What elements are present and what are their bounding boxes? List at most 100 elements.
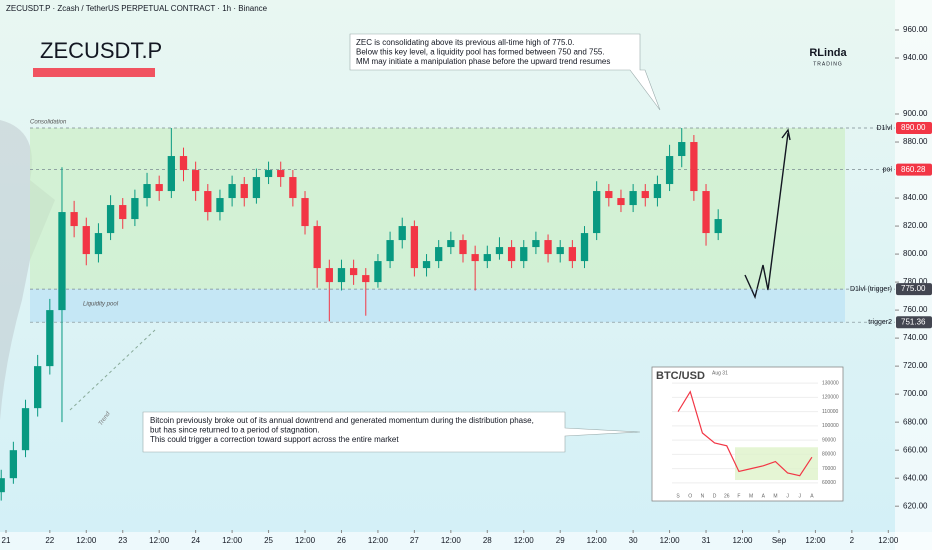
candle-body: [313, 226, 321, 269]
inset-x-label: M: [773, 493, 777, 499]
candle-body: [507, 247, 516, 262]
level-name: D1lvl: [876, 125, 892, 132]
title-badge: [33, 68, 155, 77]
x-tick-label: 12:00: [878, 536, 899, 545]
liquidity-zone: [30, 289, 845, 323]
candle-body: [374, 261, 382, 283]
inset-y-label: 120000: [822, 395, 839, 401]
candle-body: [301, 198, 309, 227]
price-tag: [896, 122, 932, 135]
price-tag-label: 751.36: [901, 317, 926, 326]
x-tick-label: 12:00: [660, 536, 681, 545]
x-tick-label: 12:00: [295, 536, 316, 545]
inset-y-label: 130000: [822, 380, 839, 386]
inset-x-label: D: [713, 493, 717, 499]
x-tick-label: 26: [337, 536, 346, 545]
inset-x-label: J: [786, 493, 789, 499]
x-tick-label: 12:00: [441, 536, 462, 545]
x-tick-label: 12:00: [222, 536, 243, 545]
inset-frame: [651, 366, 844, 502]
callout-box: [142, 411, 641, 453]
callout-box: [349, 33, 661, 111]
x-tick-label: 22: [45, 536, 54, 545]
consolidation-zone: [30, 128, 845, 290]
header: ZECUSDT.P · Zcash / TetherUS PERPETUAL C…: [6, 4, 268, 13]
candle-body: [435, 247, 443, 262]
x-tick-label: 28: [483, 536, 492, 545]
y-tick-label: 900.00: [903, 109, 928, 118]
candle-body: [544, 240, 552, 255]
x-tick-label: 25: [264, 536, 273, 545]
x-tick-label: 23: [118, 536, 127, 545]
price-tag: [896, 316, 932, 329]
inset-y-label: 90000: [822, 437, 836, 443]
candle-body: [617, 198, 625, 206]
level-name: D1lvl (trigger): [850, 286, 892, 293]
price-tag-label: 775.00: [901, 284, 926, 293]
inset-title: BTC/USD: [656, 370, 705, 382]
x-tick-label: 12:00: [805, 536, 826, 545]
y-tick-label: 880.00: [903, 137, 928, 146]
x-tick-label: 12:00: [368, 536, 389, 545]
inset-x-label: A: [810, 493, 814, 499]
candle-body: [641, 191, 649, 199]
inset-y-label: 100000: [822, 423, 839, 429]
candle-body: [459, 240, 467, 255]
candle-body: [398, 226, 406, 241]
candle-body: [277, 170, 285, 178]
candle-body: [240, 184, 248, 199]
candle-body: [70, 212, 78, 227]
inset-x-label: O: [688, 493, 692, 499]
y-tick-label: 940.00: [903, 53, 928, 62]
annotation-text: ZEC is consolidating above its previous …: [356, 38, 574, 47]
candle-body: [495, 247, 504, 255]
y-tick-label: 680.00: [903, 417, 928, 426]
candle-body: [678, 142, 686, 157]
candle-body: [653, 184, 662, 199]
candle-body: [386, 240, 394, 262]
candle-body: [289, 177, 297, 199]
candle-body: [106, 205, 115, 234]
candle-body: [216, 198, 224, 213]
candle-body: [204, 191, 212, 213]
y-tick-label: 640.00: [903, 473, 928, 482]
y-tick-label: 740.00: [903, 333, 928, 342]
price-tag: [896, 163, 932, 176]
trend-line: [69, 329, 156, 411]
candle-body: [422, 261, 431, 269]
inset-line: [677, 390, 813, 477]
y-tick-label: 720.00: [903, 361, 928, 370]
candle-body: [46, 310, 54, 367]
candle-body: [192, 170, 200, 192]
y-tick-label: 700.00: [903, 389, 928, 398]
candle-body: [119, 205, 127, 220]
candle-body: [0, 478, 5, 493]
candle-body: [94, 233, 103, 255]
x-tick-label: 2: [850, 536, 855, 545]
x-tick-label: 29: [556, 536, 565, 545]
candle-body: [447, 240, 455, 248]
inset-x-label: M: [749, 493, 753, 499]
candle-body: [9, 450, 18, 479]
candle-body: [167, 156, 175, 192]
zone-label: Consolidation: [30, 120, 67, 126]
candle-body: [131, 198, 139, 220]
inset-y-label: 70000: [822, 466, 836, 472]
x-tick-label: 27: [410, 536, 419, 545]
x-tick-label: 12:00: [76, 536, 97, 545]
candle-body: [264, 170, 273, 178]
price-tag-label: 890.00: [901, 123, 926, 132]
inset-y-label: 110000: [822, 409, 839, 415]
candle-body: [82, 226, 90, 255]
y-tick-label: 960.00: [903, 25, 928, 34]
candle-body: [337, 268, 346, 283]
inset-zone: [735, 447, 818, 481]
inset-x-label: A: [762, 493, 766, 499]
y-tick-label: 660.00: [903, 445, 928, 454]
x-tick-label: 24: [191, 536, 200, 545]
candle-body: [410, 226, 419, 269]
candle-body: [362, 275, 370, 283]
y-tick-label: 840.00: [903, 193, 928, 202]
y-tick-label: 620.00: [903, 501, 928, 510]
